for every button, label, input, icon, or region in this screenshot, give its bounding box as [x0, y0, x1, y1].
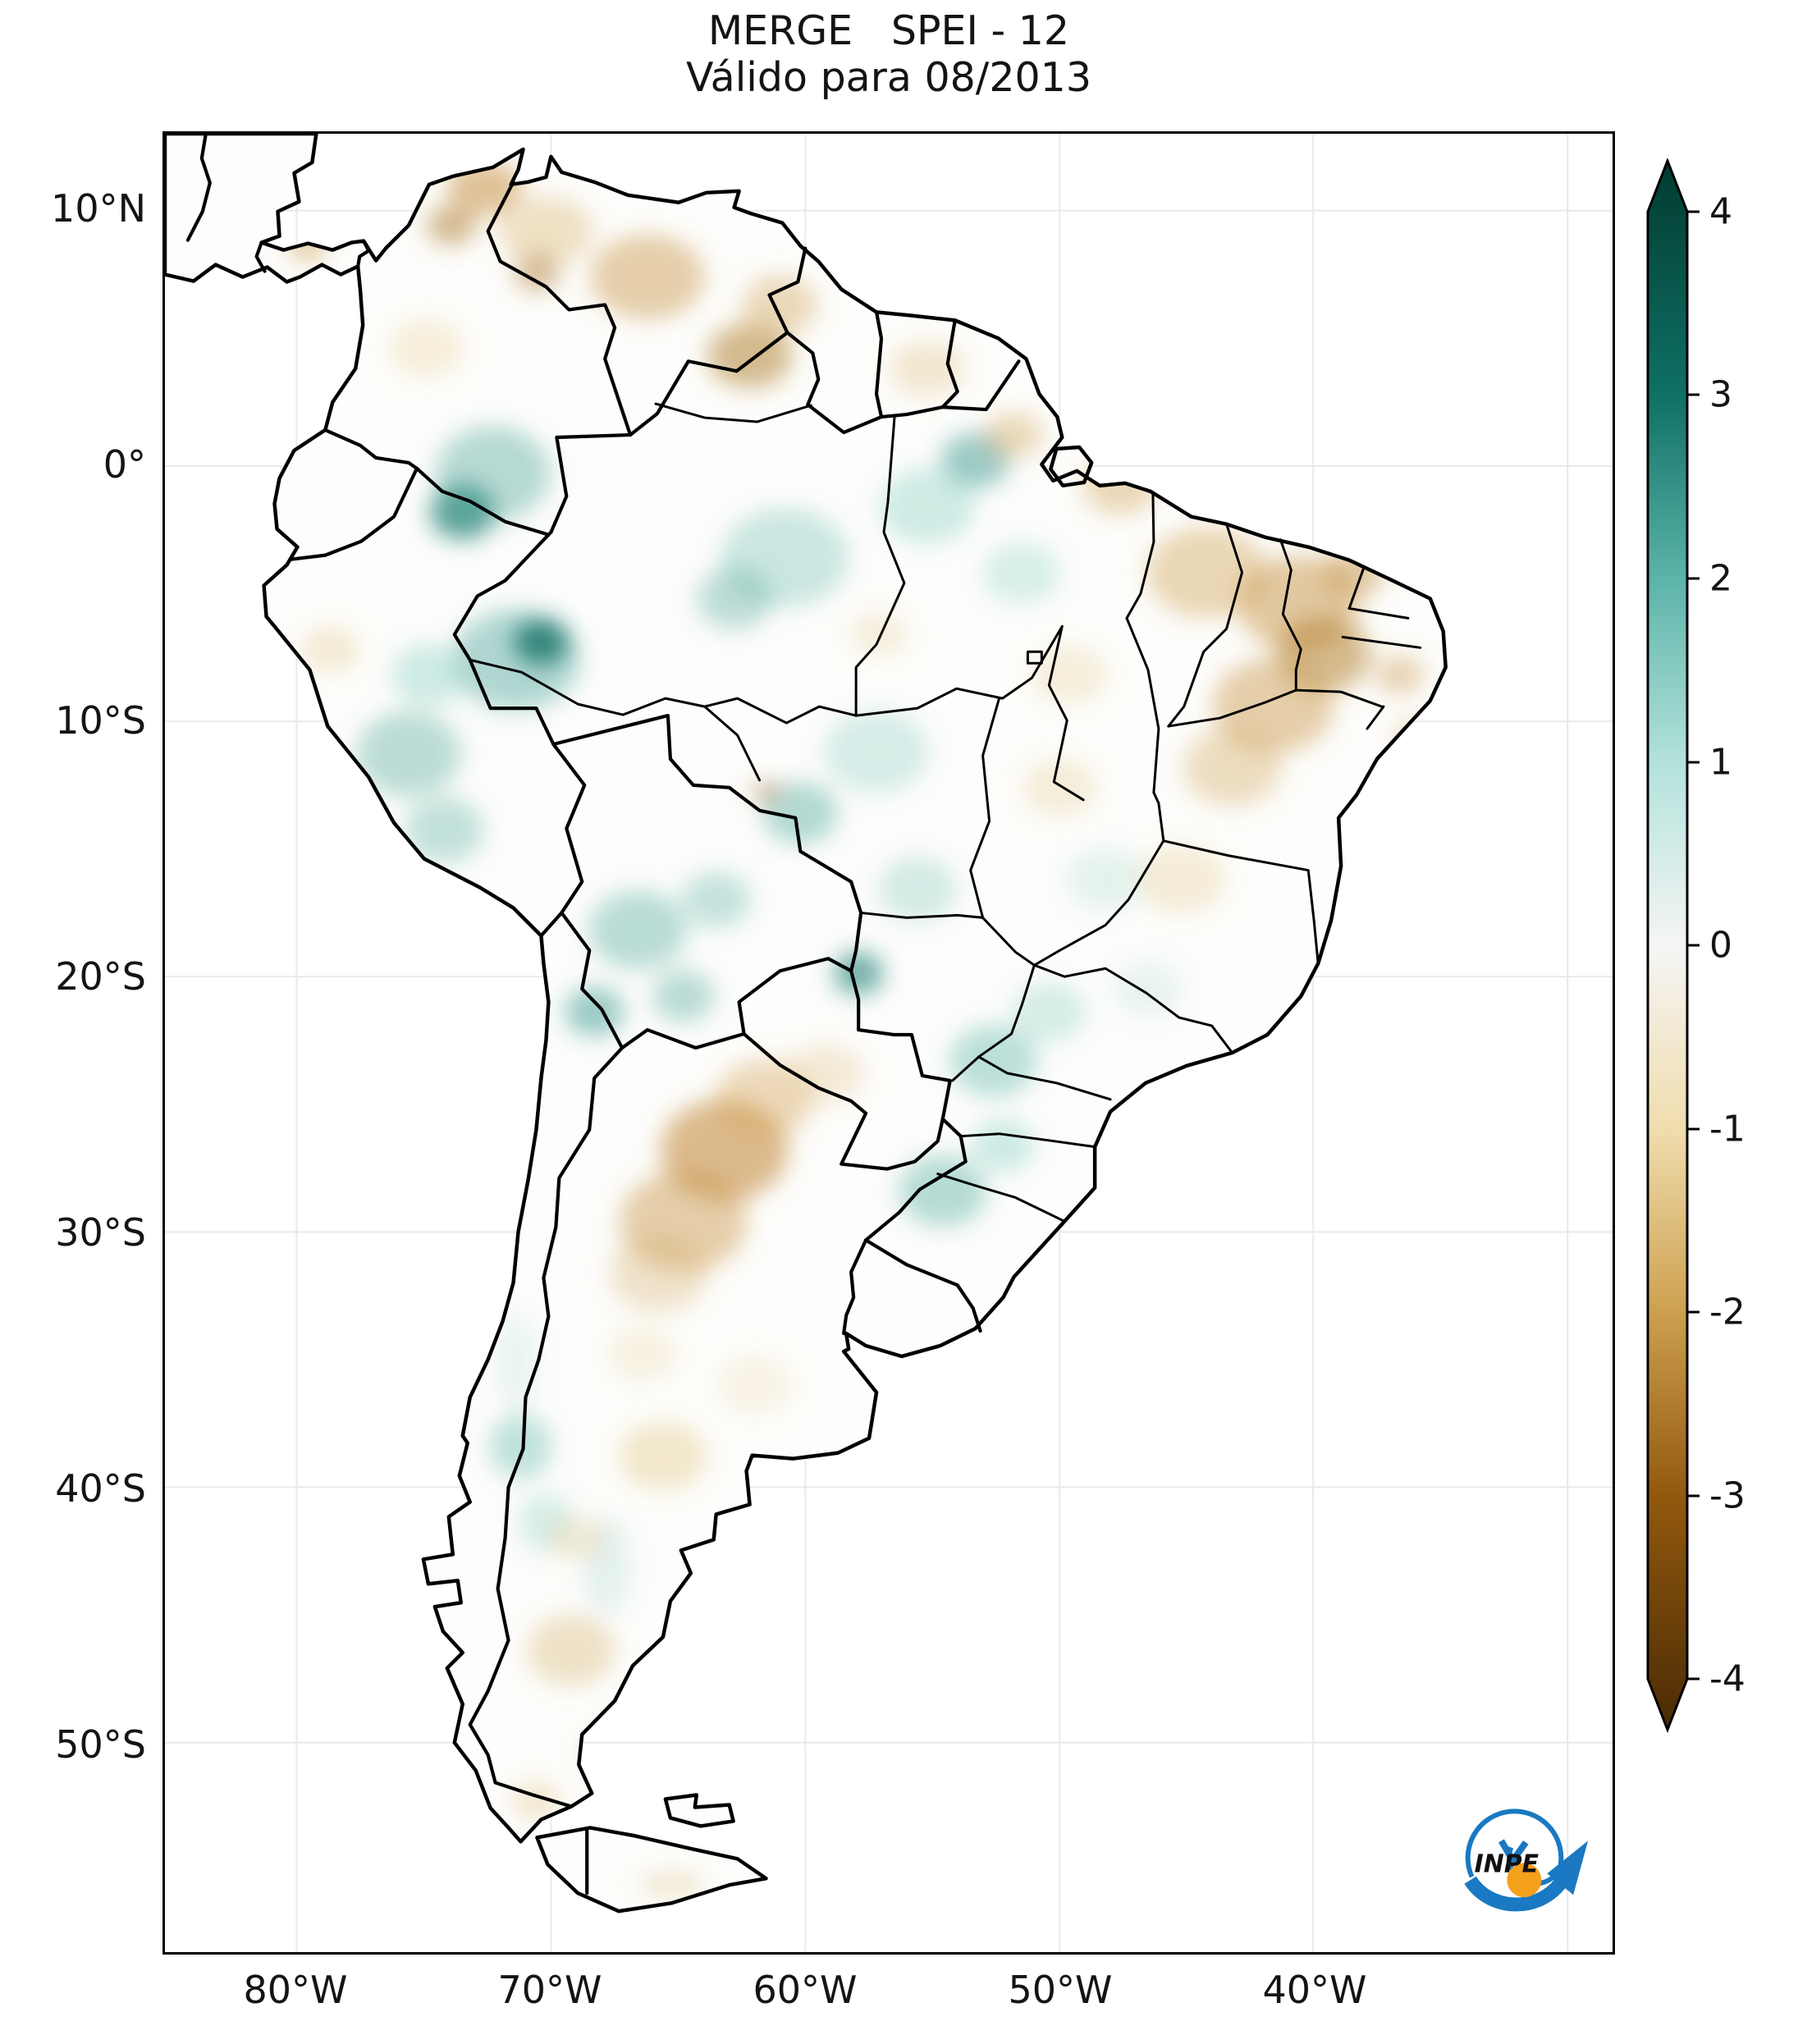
ytick-0: 0°	[103, 442, 146, 487]
anomaly-blob	[880, 468, 975, 544]
anomaly-blob	[514, 254, 560, 291]
cbar-label-2: 2	[1709, 558, 1732, 600]
anomaly-blob	[581, 1727, 644, 1777]
anomaly-blob	[972, 1118, 1035, 1172]
anomaly-blob	[565, 987, 624, 1037]
anomaly-blob	[588, 890, 687, 970]
anomaly-blob	[752, 780, 782, 804]
colorbar-gradient-bar	[1646, 158, 1689, 1734]
map-frame: INPE	[162, 131, 1615, 1955]
cbar-label-3: 3	[1709, 374, 1732, 416]
anomaly-blob	[949, 1025, 1038, 1097]
anomaly-blob	[1137, 844, 1226, 914]
anomaly-blob	[405, 797, 484, 863]
anomaly-blob	[489, 1413, 552, 1479]
anomaly-blob	[1022, 757, 1098, 817]
logo-arrowhead-icon	[1547, 1841, 1589, 1895]
logo-outer-swirl-icon	[1465, 1809, 1564, 1878]
anomaly-blob	[547, 1515, 606, 1562]
anomaly-blob	[1146, 526, 1268, 619]
anomaly-blob	[681, 871, 751, 928]
anomaly-blob	[389, 318, 464, 378]
country-borders	[185, 134, 1021, 1895]
ytick-30s: 30°S	[55, 1210, 146, 1255]
figure-title-block: MERGE SPEI - 12 Válido para 08/2013	[162, 7, 1615, 102]
anomaly-blob	[1032, 645, 1108, 705]
south-america-map: INPE	[165, 134, 1613, 1952]
logo-down-arrow-icon	[1498, 1839, 1529, 1867]
anomaly-blob	[300, 626, 360, 673]
state-borders	[469, 402, 1422, 1223]
anomaly-blob	[716, 1355, 793, 1415]
anomaly-blob	[609, 1233, 707, 1313]
xtick-40w: 40°W	[1262, 1968, 1367, 2012]
cbar-label-m2: -2	[1709, 1292, 1745, 1333]
colorbar-tick-labels: 4 3 2 1 0 -1 -2 -3 -4	[1709, 191, 1745, 1700]
anomaly-blob	[1393, 720, 1437, 752]
ytick-50s: 50°S	[55, 1722, 146, 1767]
anomaly-blob	[498, 196, 594, 266]
anomaly-blob	[1066, 848, 1145, 911]
anomaly-blob	[1011, 982, 1087, 1042]
anomaly-blob	[608, 1326, 677, 1382]
anomaly-blob	[788, 1043, 864, 1103]
cbar-label-m1: -1	[1709, 1109, 1745, 1150]
anomaly-blob	[898, 1155, 987, 1228]
colorbar: 4 3 2 1 0 -1 -2 -3 -4	[1646, 158, 1745, 1734]
logo-orange-dot-icon	[1507, 1863, 1542, 1898]
anomaly-blob	[527, 1614, 616, 1686]
cbar-label-m4: -4	[1709, 1658, 1745, 1700]
anomaly-blob	[1114, 961, 1183, 1017]
cbar-label-m3: -3	[1709, 1475, 1745, 1517]
anomaly-blob	[426, 205, 476, 245]
anomaly-blob	[652, 970, 715, 1023]
anomaly-blob	[1375, 655, 1425, 695]
inpe-logo: INPE	[1464, 1809, 1589, 1912]
anomaly-blob	[742, 275, 818, 335]
anomaly-blob	[356, 711, 461, 797]
anomaly-blob	[981, 542, 1061, 605]
anomaly-blob	[1183, 728, 1282, 807]
figure-subtitle: Válido para 08/2013	[685, 53, 1092, 101]
xtick-50w: 50°W	[1008, 1968, 1113, 2012]
xtick-80w: 80°W	[243, 1968, 348, 2012]
logo-swoosh-icon	[1464, 1876, 1566, 1912]
cbar-label-1: 1	[1709, 742, 1732, 784]
anomaly-blob	[639, 1872, 705, 1899]
ytick-10n: 10°N	[51, 186, 146, 231]
anomaly-blob	[391, 643, 467, 706]
anomaly-blob	[619, 1421, 707, 1491]
xtick-60w: 60°W	[753, 1968, 858, 2012]
ytick-10s: 10°S	[55, 698, 146, 743]
anomaly-blob	[984, 412, 1044, 458]
anomaly-blob	[451, 609, 580, 711]
anomaly-blob	[762, 781, 839, 844]
anomaly-blob	[849, 610, 908, 657]
ytick-20s: 20°S	[55, 954, 146, 999]
colorbar-tick-marks	[1687, 210, 1700, 1680]
xtick-70w: 70°W	[497, 1968, 602, 2012]
anomaly-blob	[590, 234, 705, 320]
cbar-label-0: 0	[1709, 925, 1732, 967]
page-title: MERGE SPEI - 12	[707, 7, 1070, 54]
anomaly-blob	[878, 856, 957, 922]
anomaly-blob	[707, 322, 793, 389]
anomaly-blob	[824, 711, 929, 793]
anomaly-blob	[834, 952, 884, 995]
ytick-40s: 40°S	[55, 1466, 146, 1511]
anomaly-blob	[435, 426, 551, 521]
anomaly-blob	[1082, 455, 1158, 515]
anomaly-blob	[495, 1312, 538, 1411]
logo-text: INPE	[1475, 1850, 1540, 1878]
anomaly-blob	[889, 341, 965, 397]
anomaly-blob	[696, 567, 772, 630]
cbar-label-4: 4	[1709, 191, 1732, 233]
